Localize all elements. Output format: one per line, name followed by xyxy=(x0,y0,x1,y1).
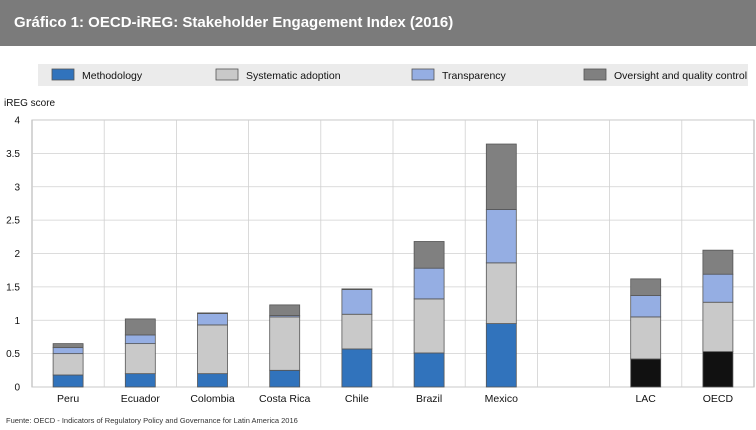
bar-segment xyxy=(197,324,228,375)
bar-segment xyxy=(413,352,445,388)
y-tick-label: 2 xyxy=(14,249,20,260)
bar-segment xyxy=(52,343,84,349)
bar-segment xyxy=(413,298,445,354)
bar-segment xyxy=(341,289,373,315)
legend-swatch xyxy=(51,68,75,81)
bar-segment xyxy=(485,323,517,388)
y-tick-label: 0 xyxy=(14,383,20,394)
y-tick-label: 0.5 xyxy=(6,349,20,360)
bar-segment xyxy=(702,273,734,303)
bar-segment xyxy=(52,347,84,355)
x-tick-label: LAC xyxy=(635,393,656,405)
x-tick-label: Costa Rica xyxy=(259,393,311,405)
x-tick-label: Mexico xyxy=(485,393,518,405)
legend-swatch xyxy=(583,68,607,81)
chart-header: Gráfico 1: OECD-iREG: Stakeholder Engage… xyxy=(0,0,756,46)
chart-title: Gráfico 1: OECD-iREG: Stakeholder Engage… xyxy=(14,14,454,31)
y-tick-label: 2.5 xyxy=(6,216,20,227)
legend-label: Transparency xyxy=(442,70,507,82)
bar-segment xyxy=(197,312,228,314)
bar-segment xyxy=(413,241,445,269)
legend-background xyxy=(38,64,748,86)
bar-segment xyxy=(124,373,156,388)
y-tick-label: 3 xyxy=(14,182,20,193)
bar-segment xyxy=(630,358,662,388)
x-tick-label: OECD xyxy=(703,393,734,405)
legend-swatch xyxy=(215,68,239,81)
x-tick-label: Peru xyxy=(57,393,79,405)
bar-segment xyxy=(124,334,156,345)
legend-label: Methodology xyxy=(82,70,143,82)
bar-segment xyxy=(702,249,734,275)
bar-segment xyxy=(630,316,662,360)
bar-segment xyxy=(485,209,517,264)
bar-segment xyxy=(341,348,373,388)
y-axis-label: iREG score xyxy=(4,98,56,109)
bar-segment xyxy=(197,313,228,326)
bar-segment xyxy=(52,353,84,376)
bar-segment xyxy=(197,373,228,388)
y-tick-label: 4 xyxy=(14,116,20,127)
bar-segment xyxy=(269,304,301,316)
bar-segment xyxy=(269,316,301,371)
x-tick-label: Chile xyxy=(345,393,369,405)
x-tick-label: Colombia xyxy=(190,393,235,405)
bar-segment xyxy=(124,318,156,336)
bar-segment xyxy=(630,278,662,296)
bar-segment xyxy=(485,143,517,210)
bar-segment xyxy=(52,374,84,388)
bar-segment xyxy=(413,267,445,300)
legend-label: Oversight and quality control xyxy=(614,70,747,82)
bar-segment xyxy=(630,295,662,318)
legend-label: Systematic adoption xyxy=(246,70,341,82)
y-tick-label: 1 xyxy=(14,316,20,327)
bar-segment xyxy=(485,262,517,324)
bar-segment xyxy=(269,369,301,388)
x-tick-label: Brazil xyxy=(416,393,442,405)
source-note: Fuente: OECD - Indicators of Regulatory … xyxy=(6,416,298,425)
bar-segment xyxy=(702,301,734,353)
stakeholder-engagement-chart: Methodology Systematic adoption Transparen… xyxy=(4,64,755,405)
y-tick-label: 1.5 xyxy=(6,282,20,293)
legend-swatch xyxy=(411,68,435,81)
bar-segment xyxy=(341,288,373,290)
bar-segment xyxy=(124,343,156,375)
y-tick-label: 3.5 xyxy=(6,149,20,160)
x-tick-label: Ecuador xyxy=(121,393,161,405)
bar-segment xyxy=(341,313,373,350)
bar-segment xyxy=(702,351,734,388)
